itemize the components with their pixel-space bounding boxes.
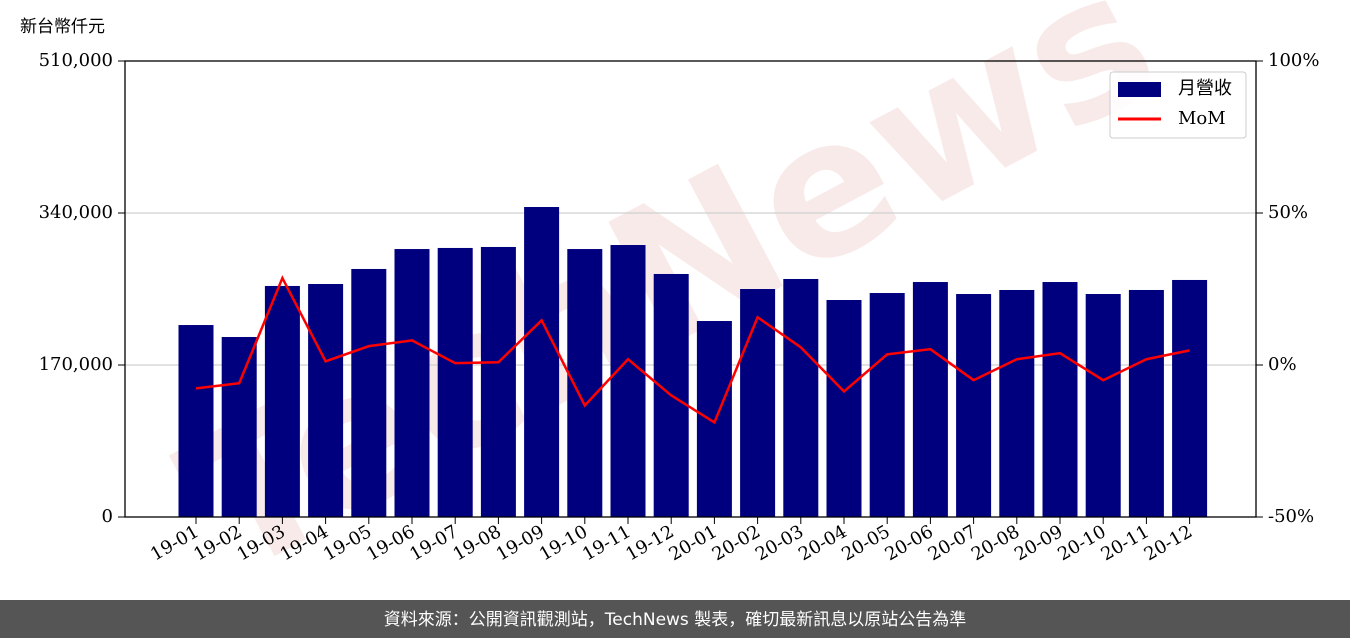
x-tick-label: 19-08 [449, 521, 504, 565]
bar [783, 278, 819, 517]
bar [1085, 294, 1121, 517]
y-tick-label: 510,000 [39, 50, 113, 71]
bar [524, 207, 560, 518]
footer: 資料來源：公開資訊觀測站，TechNews 製表，確切最新訊息以原站公告為準 [384, 610, 966, 630]
bar [1172, 279, 1208, 517]
bar [999, 289, 1035, 517]
x-tick-label: 20-10 [1054, 521, 1109, 565]
bar [740, 289, 776, 517]
bar [1128, 289, 1164, 517]
bar [1042, 282, 1078, 517]
bar [696, 321, 732, 517]
x-tick-label: 20-05 [838, 521, 893, 565]
legend-swatch [1118, 82, 1161, 97]
line [195, 275, 1190, 425]
x-tick-label: 20-06 [881, 521, 936, 565]
y-tick-label: 170,000 [39, 354, 113, 375]
y-tick-label: 340,000 [39, 202, 113, 223]
y2-tick-label: 100% [1268, 50, 1319, 71]
bar [912, 282, 948, 517]
bar [610, 245, 646, 518]
y2-tick-label: 0% [1268, 354, 1297, 375]
plot-frame [124, 60, 1257, 518]
bar [869, 293, 905, 517]
x-tick-label: 19-11 [579, 521, 634, 565]
x-tick-label: 20-11 [1097, 521, 1152, 565]
bar [351, 268, 387, 517]
bar [826, 299, 862, 517]
x-tick-label: 19-01 [147, 521, 202, 565]
x-tick-label: 20-04 [795, 521, 850, 565]
x-tick-label: 20-08 [968, 521, 1023, 565]
footer-band [0, 600, 1350, 638]
x-tick-label: 20-09 [1011, 521, 1066, 565]
bar [308, 283, 344, 517]
bar [956, 294, 992, 517]
legend-label: MoM [1178, 108, 1226, 129]
x-tick-label: 20-02 [709, 521, 764, 565]
x-tick-label: 20-07 [925, 521, 980, 565]
bar [264, 285, 300, 517]
bar [221, 337, 257, 517]
x-tick-label: 20-12 [1141, 521, 1196, 565]
x-tick-label: 19-12 [622, 521, 677, 565]
y-axis-label: 新台幣仟元 [20, 17, 105, 37]
x-tick-label: 19-10 [536, 521, 591, 565]
bar [394, 249, 430, 517]
y2-tick-label: -50% [1268, 506, 1314, 527]
y-tick-label: 0 [102, 506, 113, 527]
y2-tick-label: 50% [1268, 202, 1308, 223]
bar [437, 247, 473, 517]
x-tick-label: 20-03 [752, 521, 807, 565]
x-tick-label: 19-09 [493, 521, 548, 565]
bar [178, 325, 214, 517]
legend-label: 月營收 [1178, 78, 1232, 99]
x-tick-label: 20-01 [665, 521, 720, 565]
bar [480, 246, 516, 517]
